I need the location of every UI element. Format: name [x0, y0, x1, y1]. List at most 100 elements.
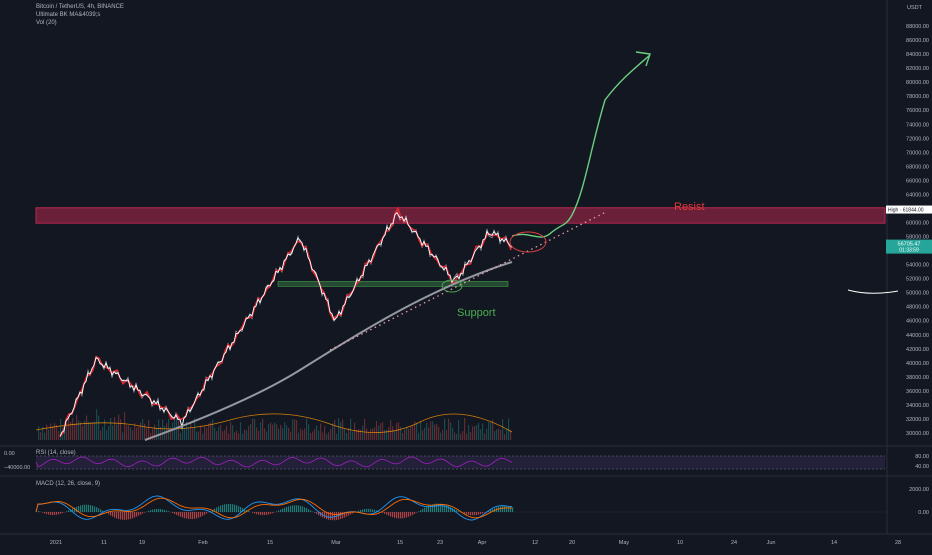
volume-bar — [338, 418, 339, 440]
volume-bar — [222, 431, 223, 440]
macd-hist-bar — [316, 512, 317, 514]
volume-bar — [92, 423, 93, 440]
volume-bar — [376, 421, 377, 440]
macd-hist-bar — [500, 506, 501, 512]
volume-bar — [494, 431, 495, 440]
volume-bar — [142, 419, 143, 440]
volume-bar — [346, 433, 347, 440]
macd-hist-bar — [430, 505, 431, 512]
volume-bar — [250, 424, 251, 440]
volume-bar — [334, 420, 335, 440]
volume-bar — [268, 424, 269, 440]
volume-bar — [464, 418, 465, 440]
macd-hist-bar — [184, 512, 185, 518]
volume-bar — [214, 428, 215, 440]
macd-hist-bar — [418, 511, 419, 512]
y-tick-label: 72000.00 — [906, 136, 929, 142]
volume-bar — [280, 425, 281, 440]
volume-bar — [294, 419, 295, 440]
volume-bar — [128, 426, 129, 440]
macd-hist-bar — [168, 511, 169, 512]
macd-hist-bar — [364, 509, 365, 512]
x-tick-label: 19 — [139, 540, 145, 546]
volume-bar — [322, 433, 323, 440]
volume-bar — [318, 431, 319, 440]
macd-hist-bar — [424, 508, 425, 512]
macd-hist-bar — [126, 512, 127, 520]
macd-hist-bar — [304, 507, 305, 512]
indicator-label: Ultimate BK MA&4039;s — [36, 12, 100, 18]
macd-hist-bar — [294, 505, 295, 512]
macd-hist-bar — [158, 509, 159, 512]
volume-bar — [198, 431, 199, 440]
volume-bar — [102, 427, 103, 440]
volume-bar — [502, 419, 503, 440]
resist-label: Resist — [674, 201, 705, 213]
volume-bar — [332, 423, 333, 440]
volume-bar — [396, 423, 397, 440]
volume-bar — [200, 426, 201, 440]
macd-hist-bar — [370, 509, 371, 512]
volume-bar — [486, 429, 487, 440]
volume-bar — [276, 424, 277, 440]
volume-bar — [230, 422, 231, 440]
volume-bar — [258, 431, 259, 440]
volume-bar — [124, 412, 125, 440]
macd-hist-bar — [474, 512, 475, 515]
volume-bar — [58, 431, 59, 440]
x-tick-label: Mar — [331, 540, 341, 546]
price-line — [60, 213, 512, 437]
macd-hist-bar — [478, 512, 479, 515]
macd-hist-bar — [58, 512, 59, 514]
volume-bar — [424, 428, 425, 440]
volume-bar — [362, 425, 363, 440]
volume-bar — [110, 418, 111, 440]
volume-bar — [382, 422, 383, 440]
volume-bar — [226, 426, 227, 440]
macd-hist-bar — [442, 504, 443, 512]
volume-bar — [284, 422, 285, 440]
macd-hist-bar — [252, 512, 253, 513]
volume-bar — [412, 425, 413, 440]
macd-hist-bar — [504, 506, 505, 512]
volume-bar — [326, 434, 327, 440]
macd-hist-bar — [138, 512, 139, 516]
macd-hist-bar — [204, 512, 205, 515]
macd-hist-bar — [86, 505, 87, 512]
macd-hist-bar — [42, 512, 43, 513]
volume-bar — [172, 423, 173, 440]
macd-hist-bar — [422, 509, 423, 512]
volume-bar — [402, 433, 403, 440]
macd-hist-bar — [326, 512, 327, 519]
volume-bar — [352, 432, 353, 440]
volume-bar — [132, 430, 133, 440]
support-label: Support — [457, 307, 496, 319]
volume-bar — [342, 419, 343, 440]
rsi-level-lower: 40.00 — [915, 464, 929, 470]
volume-bar — [140, 422, 141, 440]
volume-bar — [278, 429, 279, 440]
volume-bar — [72, 418, 73, 440]
macd-hist-bar — [134, 512, 135, 517]
macd-hist-bar — [80, 505, 81, 512]
volume-bar — [328, 432, 329, 440]
y-tick-label: 88000.00 — [906, 24, 929, 30]
volume-bar — [312, 431, 313, 440]
volume-label: Vol (20) — [36, 20, 57, 26]
projection-arrowhead — [636, 52, 650, 66]
volume-bar — [446, 430, 447, 440]
x-tick-label: Apr — [478, 540, 487, 546]
volume-bar — [336, 434, 337, 440]
macd-hist-bar — [308, 509, 309, 512]
macd-hist-bar — [196, 512, 197, 518]
resist-zone — [36, 208, 885, 223]
y-tick-label: 52000.00 — [906, 277, 929, 283]
volume-bar — [188, 427, 189, 440]
volume-bar — [472, 426, 473, 440]
volume-bar — [274, 423, 275, 440]
macd-hist-bar — [150, 510, 151, 512]
macd-hist-bar — [82, 505, 83, 512]
volume-bar — [390, 420, 391, 440]
